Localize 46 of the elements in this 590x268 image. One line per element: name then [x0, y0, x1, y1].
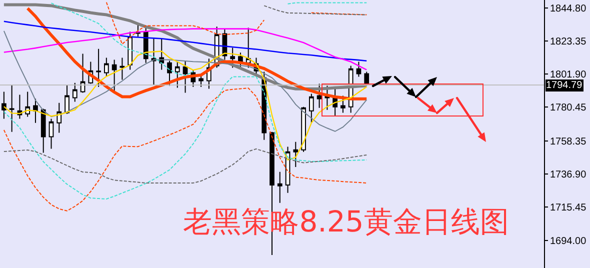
line-series: [3, 28, 368, 70]
candlestick: [48, 118, 54, 150]
line-series: [26, 6, 368, 100]
candlestick: [2, 91, 6, 120]
ref-line-label: 1794.79: [546, 80, 583, 91]
y-tick-label: 1715.45: [550, 202, 587, 214]
y-tick-label: 1736.90: [550, 170, 587, 181]
candlestick: [316, 83, 322, 108]
candlestick: [136, 23, 140, 38]
candlestick: [72, 82, 78, 102]
candlestick: [356, 61, 362, 78]
line-series: [264, 5, 368, 16]
candlestick: [246, 27, 251, 68]
candlestick: [340, 95, 346, 114]
candlestick: [301, 106, 306, 152]
candlestick: [64, 84, 70, 114]
candlestick: [293, 141, 298, 168]
y-tick-label: 1694.00: [550, 236, 587, 247]
line-series: [3, 20, 368, 62]
candlestick: [151, 38, 156, 86]
line-series: [3, 148, 368, 184]
y-tick-label: 1801.90: [550, 70, 587, 81]
candlestick: [277, 171, 282, 204]
candlestick: [40, 108, 46, 154]
candlestick: [96, 48, 101, 88]
line-series: [3, 30, 368, 132]
candlestick: [33, 98, 38, 124]
candlestick: [198, 75, 204, 88]
line-series: [3, 50, 368, 160]
candlestick: [56, 102, 62, 134]
y-tick-label: 1844.80: [550, 4, 587, 15]
candlestick: [104, 57, 109, 78]
candlestick: [182, 60, 188, 94]
line-series: [3, 76, 368, 200]
candlestick: [159, 38, 164, 70]
candlestick: [120, 57, 125, 80]
y-tick-label: 1758.35: [550, 136, 587, 148]
candlestick: [128, 31, 133, 70]
candlestick: [308, 93, 314, 124]
y-tick-label: 1823.35: [550, 36, 587, 48]
candlestick: [174, 61, 180, 88]
candlestick: [112, 59, 117, 92]
candlestick: [9, 84, 14, 132]
candlestick: [80, 53, 86, 94]
candlestick: [167, 60, 172, 86]
y-tick-label: 1780.45: [550, 102, 587, 114]
